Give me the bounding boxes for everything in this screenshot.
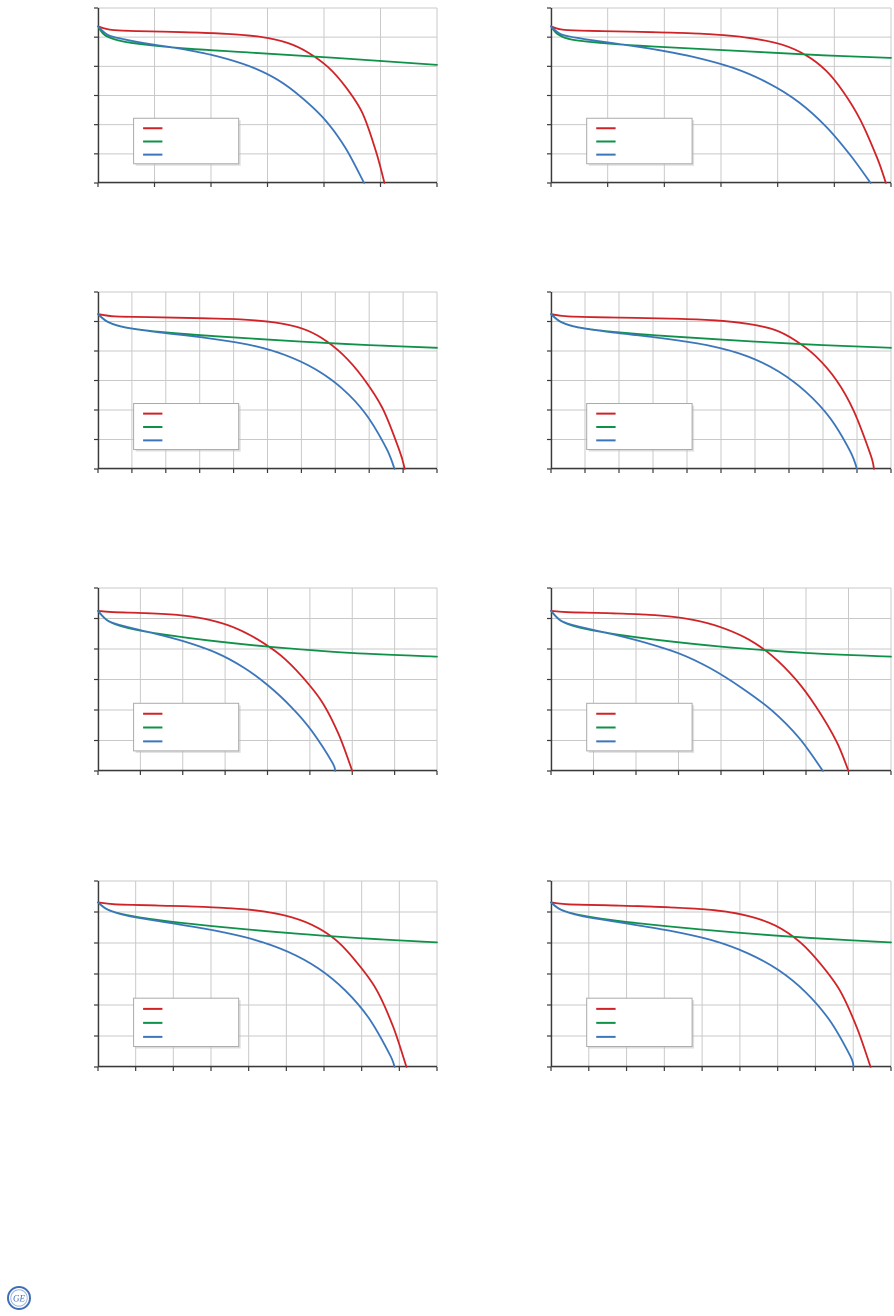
chart-canvas-row4-right — [547, 880, 892, 1071]
chart-row3-right — [547, 587, 892, 775]
series-blue-curve — [550, 901, 855, 1068]
chart-row4-left — [94, 880, 438, 1071]
ge-logo: GE — [7, 1286, 31, 1310]
series-red-curve — [550, 25, 887, 184]
series-red-curve — [550, 901, 872, 1068]
series-red-curve — [97, 313, 406, 470]
chart-canvas-row1-left — [94, 7, 438, 187]
series-red-curve — [97, 901, 408, 1068]
ge-logo-circle — [7, 1286, 31, 1310]
series-blue-curve — [97, 25, 365, 184]
series-blue-curve — [550, 313, 858, 470]
series-green-curve — [550, 25, 892, 59]
chart-canvas-row3-left — [94, 587, 438, 775]
series-green-curve — [97, 901, 438, 944]
series-red-curve — [550, 610, 850, 772]
chart-canvas-row1-right — [547, 7, 892, 187]
chart-row3-left — [94, 587, 438, 775]
chart-row1-right — [547, 7, 892, 187]
chart-canvas-row4-left — [94, 880, 438, 1071]
chart-canvas-row3-right — [547, 587, 892, 775]
series-green-curve — [550, 901, 892, 944]
series-red-curve — [97, 25, 386, 184]
chart-row2-right — [547, 291, 892, 473]
chart-row2-left — [94, 291, 438, 473]
chart-row1-left — [94, 7, 438, 187]
ge-logo-inner-ring — [10, 1289, 28, 1307]
series-blue-curve — [97, 901, 396, 1068]
series-red-curve — [97, 610, 354, 772]
chart-canvas-row2-left — [94, 291, 438, 473]
series-blue-curve — [97, 610, 337, 772]
chart-canvas-row2-right — [547, 291, 892, 473]
series-blue-curve — [550, 25, 872, 184]
chart-row4-right — [547, 880, 892, 1071]
series-blue-curve — [550, 610, 824, 772]
series-blue-curve — [97, 313, 396, 470]
series-red-curve — [550, 313, 875, 470]
ge-logo-text: GE — [13, 1294, 25, 1304]
ge-logo-graphic: GE — [7, 1286, 31, 1310]
